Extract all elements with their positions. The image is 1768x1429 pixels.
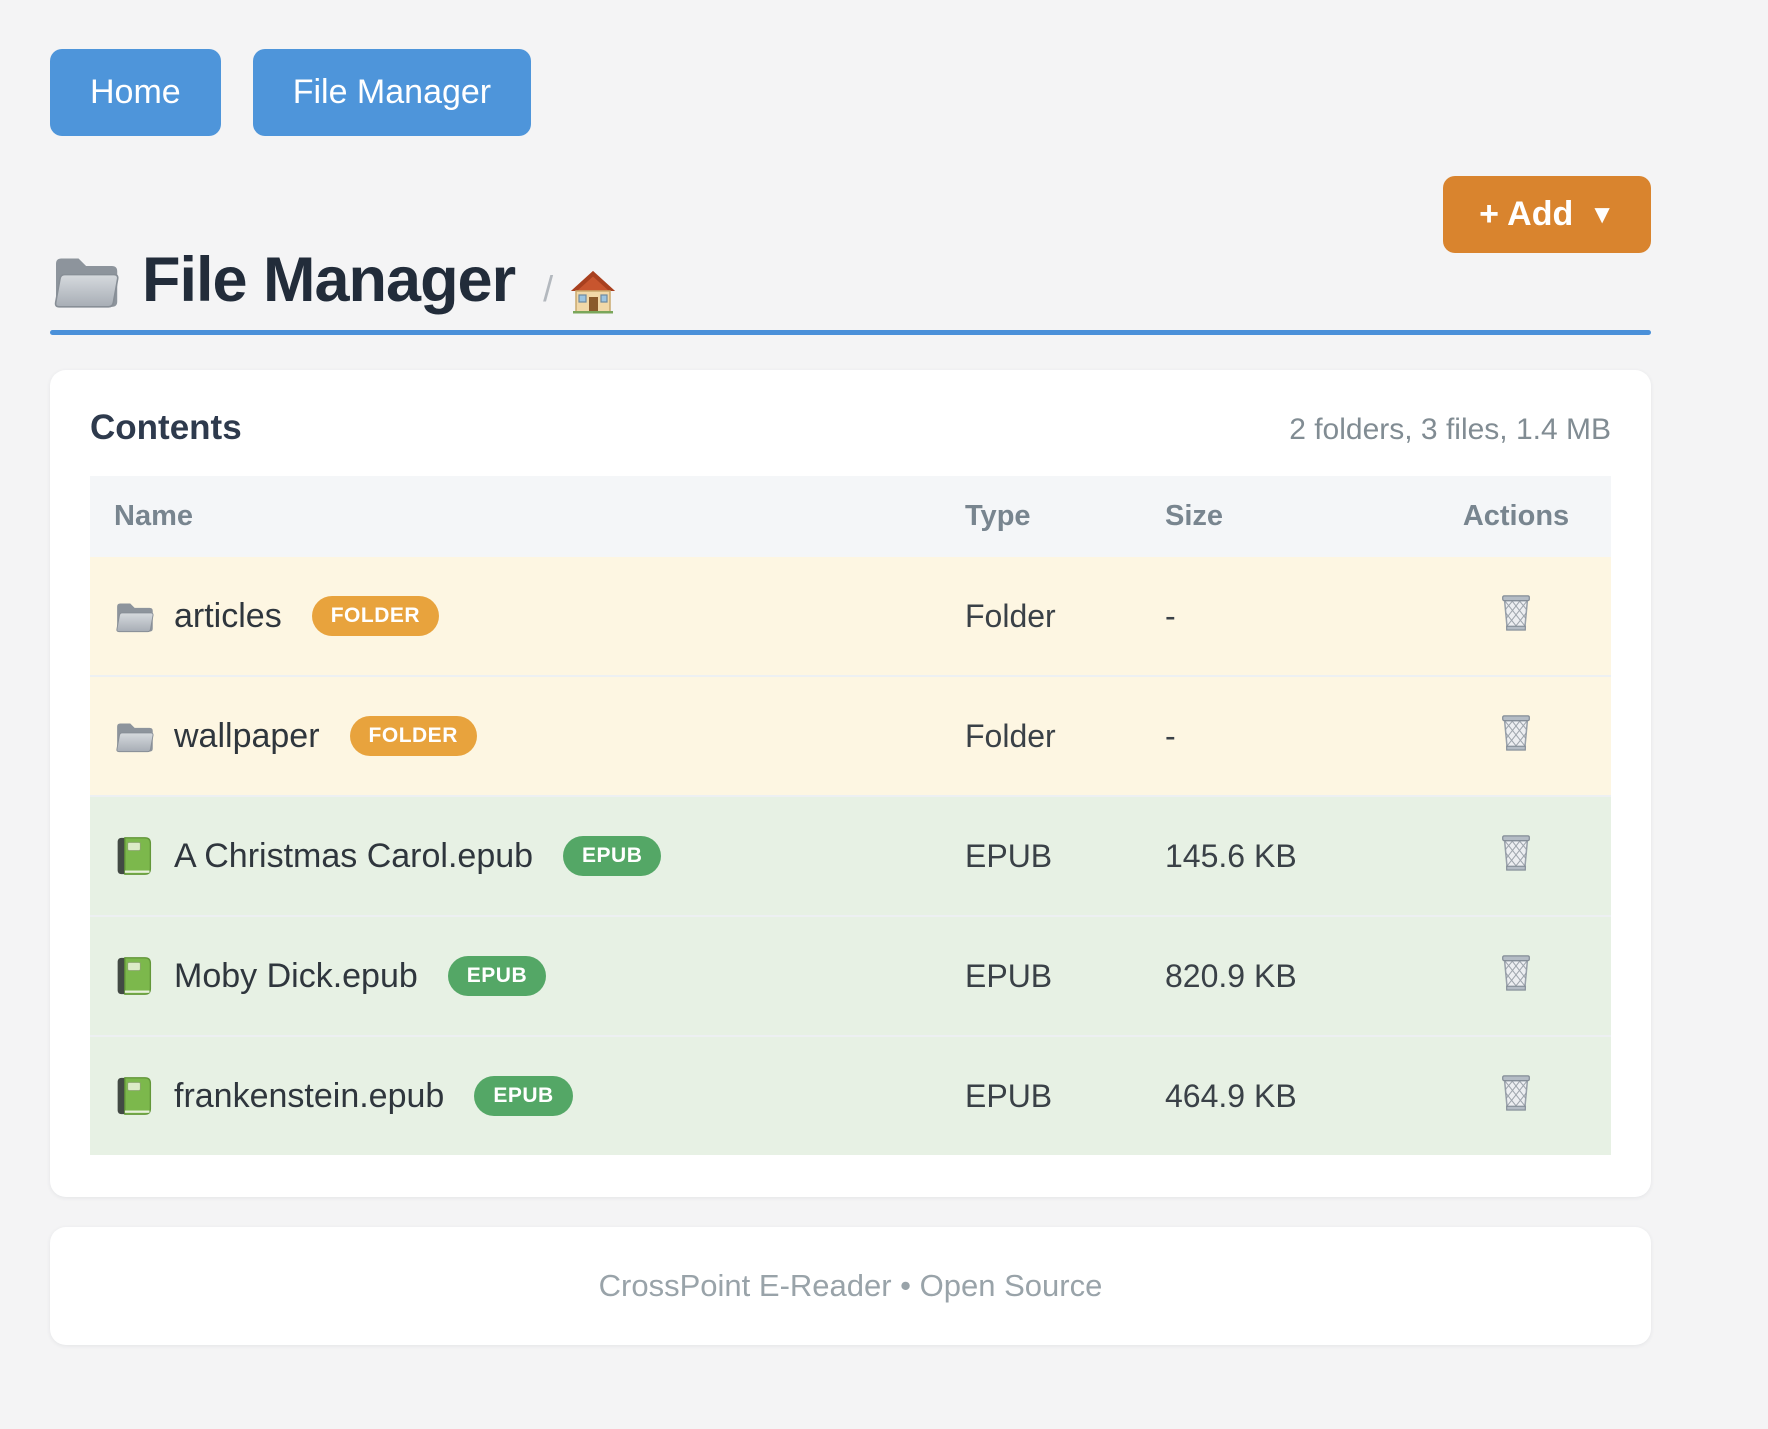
table-row: A Christmas Carol.epub EPUB EPUB 145.6 K… (90, 796, 1611, 916)
file-manager-page: Home File Manager File Manager / + Add ▼… (0, 49, 1768, 1345)
item-type: Folder (965, 597, 1056, 634)
trash-icon (1497, 591, 1535, 633)
contents-table-body: articles FOLDER Folder - wallpaper FOLDE… (90, 557, 1611, 1155)
home-icon[interactable] (569, 268, 617, 316)
page-header: File Manager / + Add ▼ (50, 136, 1651, 330)
contents-summary: 2 folders, 3 files, 1.4 MB (1289, 413, 1611, 446)
item-type-badge: FOLDER (311, 596, 440, 636)
item-type-badge: EPUB (563, 836, 662, 876)
footer-text: CrossPoint E-Reader • Open Source (598, 1268, 1103, 1303)
title-block: File Manager / (50, 244, 617, 316)
footer-card: CrossPoint E-Reader • Open Source (50, 1227, 1651, 1345)
item-size: - (1165, 717, 1176, 754)
nav-home-button[interactable]: Home (50, 49, 221, 136)
folder-icon (116, 603, 154, 633)
files-table-header: Name Type Size Actions (90, 476, 1611, 557)
item-size: 145.6 KB (1165, 837, 1297, 874)
table-row: Moby Dick.epub EPUB EPUB 820.9 KB (90, 916, 1611, 1036)
delete-button[interactable] (1497, 831, 1535, 873)
book-icon (116, 957, 152, 995)
trash-icon (1497, 1071, 1535, 1113)
item-size: 464.9 KB (1165, 1077, 1297, 1114)
column-header-actions: Actions (1421, 476, 1611, 557)
item-name-link[interactable]: Moby Dick.epub (174, 956, 418, 995)
add-button-label: + Add (1479, 195, 1574, 233)
column-header-name: Name (90, 476, 941, 557)
folder-icon (54, 257, 119, 308)
item-type-badge: FOLDER (349, 716, 477, 756)
item-type-badge: EPUB (447, 956, 547, 996)
folder-icon (116, 723, 154, 753)
delete-button[interactable] (1497, 951, 1535, 993)
table-row: articles FOLDER Folder - (90, 557, 1611, 676)
delete-button[interactable] (1497, 591, 1535, 633)
chevron-down-icon: ▼ (1589, 199, 1615, 229)
item-type: EPUB (965, 1077, 1053, 1114)
column-header-size: Size (1141, 476, 1421, 557)
files-table: Name Type Size Actions articles FOLDER F… (90, 476, 1611, 1155)
trash-icon (1497, 831, 1535, 873)
item-size: - (1165, 597, 1176, 634)
contents-card-header: Contents 2 folders, 3 files, 1.4 MB (90, 408, 1611, 448)
add-button[interactable]: + Add ▼ (1443, 176, 1651, 253)
nav-file-manager-button[interactable]: File Manager (252, 49, 532, 136)
item-type: EPUB (965, 957, 1053, 994)
item-type-badge: EPUB (474, 1076, 573, 1116)
breadcrumb-separator: / (543, 268, 554, 309)
contents-card: Contents 2 folders, 3 files, 1.4 MB Name… (50, 370, 1651, 1197)
book-icon (116, 1077, 152, 1115)
item-type: Folder (965, 717, 1056, 754)
top-nav: Home File Manager (50, 49, 1651, 136)
item-name-link[interactable]: wallpaper (174, 716, 320, 755)
item-name-link[interactable]: frankenstein.epub (174, 1076, 445, 1115)
item-size: 820.9 KB (1165, 957, 1297, 994)
delete-button[interactable] (1497, 1071, 1535, 1113)
page-title: File Manager (142, 245, 516, 315)
trash-icon (1497, 711, 1535, 753)
trash-icon (1497, 951, 1535, 993)
column-header-type: Type (941, 476, 1141, 557)
delete-button[interactable] (1497, 711, 1535, 753)
item-name-link[interactable]: articles (174, 596, 282, 635)
contents-heading: Contents (90, 408, 242, 447)
table-row: wallpaper FOLDER Folder - (90, 676, 1611, 796)
item-type: EPUB (965, 837, 1053, 874)
title-underline (50, 330, 1651, 335)
table-row: frankenstein.epub EPUB EPUB 464.9 KB (90, 1036, 1611, 1155)
item-name-link[interactable]: A Christmas Carol.epub (174, 836, 534, 875)
book-icon (116, 837, 152, 875)
